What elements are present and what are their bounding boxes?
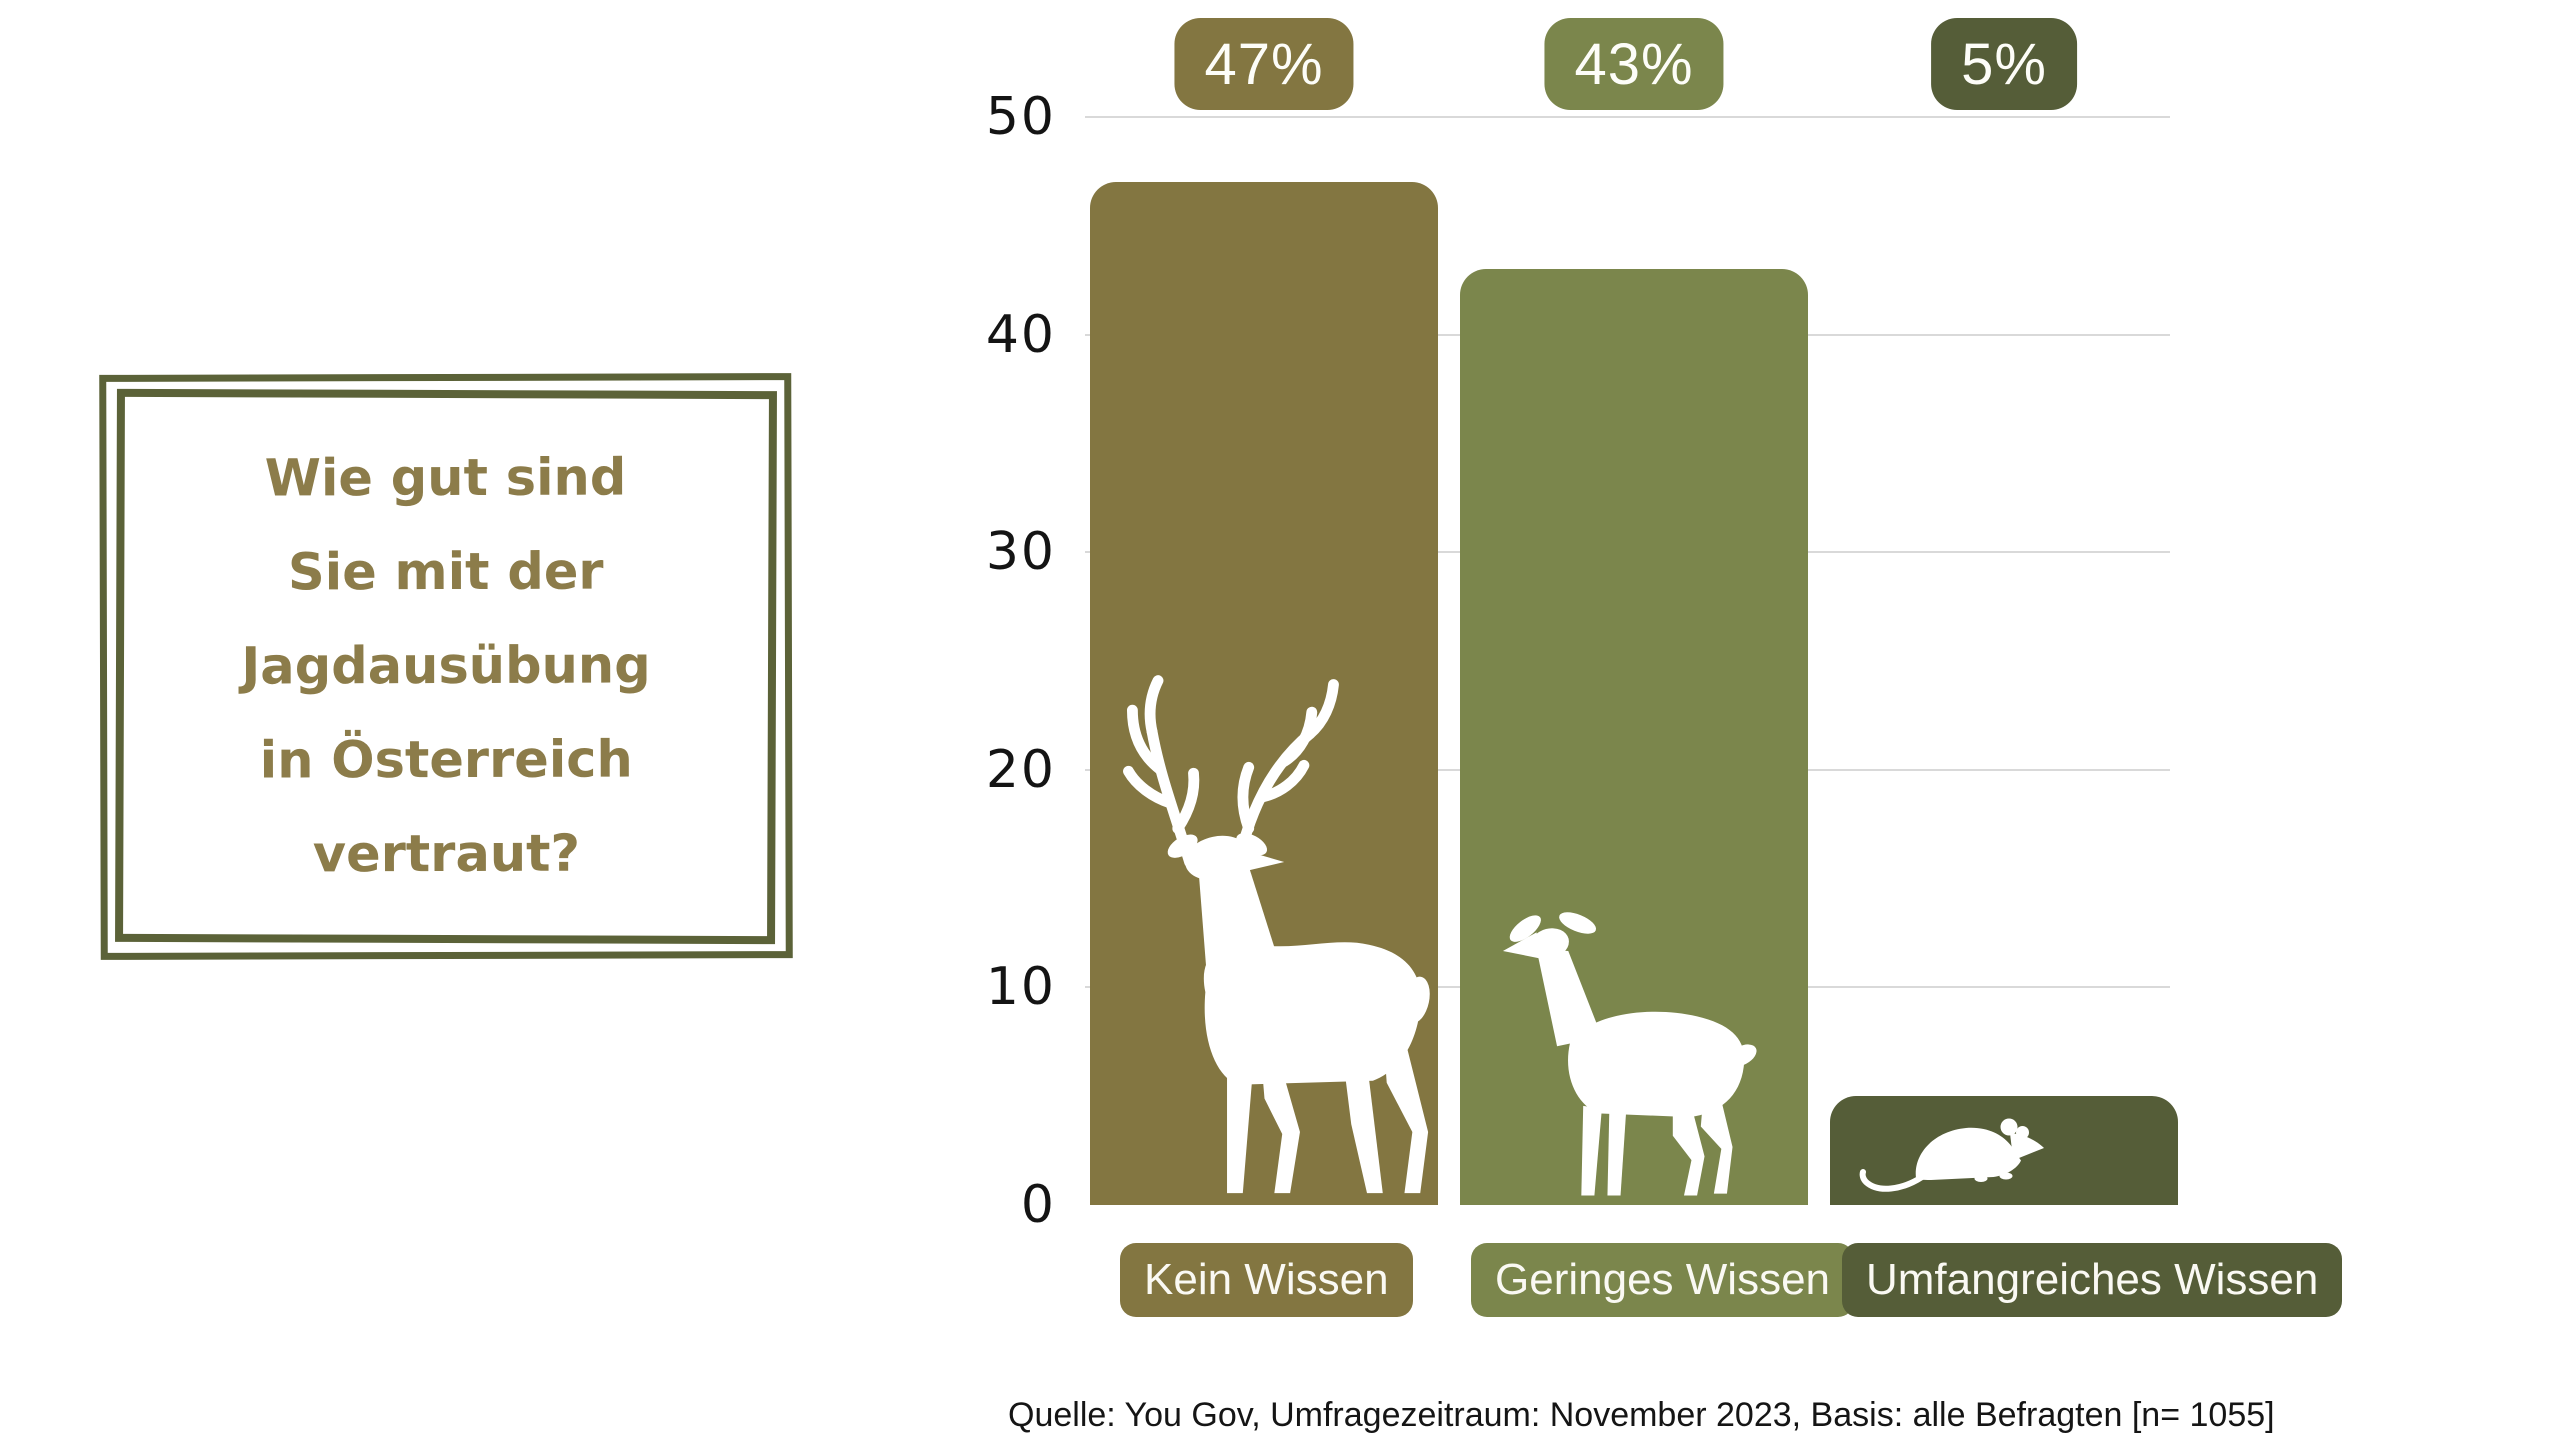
y-tick-label-20: 20	[985, 739, 1056, 800]
y-tick-label-30: 30	[985, 522, 1056, 583]
source-note: Quelle: You Gov, Umfragezeitraum: Novemb…	[1008, 1396, 2275, 1434]
question-box: Wie gut sind Sie mit der Jagdausübung in…	[99, 373, 793, 960]
y-tick-label-10: 10	[985, 957, 1056, 1018]
category-badge-kein-wissen: Kein Wissen	[1120, 1243, 1413, 1317]
mouse-icon	[1830, 1096, 2178, 1205]
value-badge-umfangreiches-wissen: 5%	[1931, 18, 2077, 110]
doe-icon	[1460, 269, 1808, 1205]
y-tick-label-50: 50	[985, 87, 1056, 147]
y-tick-label-0: 0	[1020, 1175, 1056, 1235]
question-text: Wie gut sind Sie mit der Jagdausübung in…	[241, 448, 651, 884]
value-badge-geringes-wissen: 43%	[1544, 18, 1724, 110]
category-badge-umfangreiches-wissen: Umfangreiches Wissen	[1842, 1243, 2343, 1317]
value-badge-kein-wissen: 47%	[1174, 18, 1354, 110]
y-tick-label-40: 40	[985, 304, 1056, 365]
bar-geringes-wissen	[1460, 269, 1808, 1205]
bar-umfangreiches-wissen	[1830, 1096, 2178, 1205]
stag-icon	[1090, 182, 1438, 1205]
bar-kein-wissen	[1090, 182, 1438, 1205]
gridline-50	[1085, 116, 2170, 118]
category-badge-geringes-wissen: Geringes Wissen	[1471, 1243, 1855, 1317]
